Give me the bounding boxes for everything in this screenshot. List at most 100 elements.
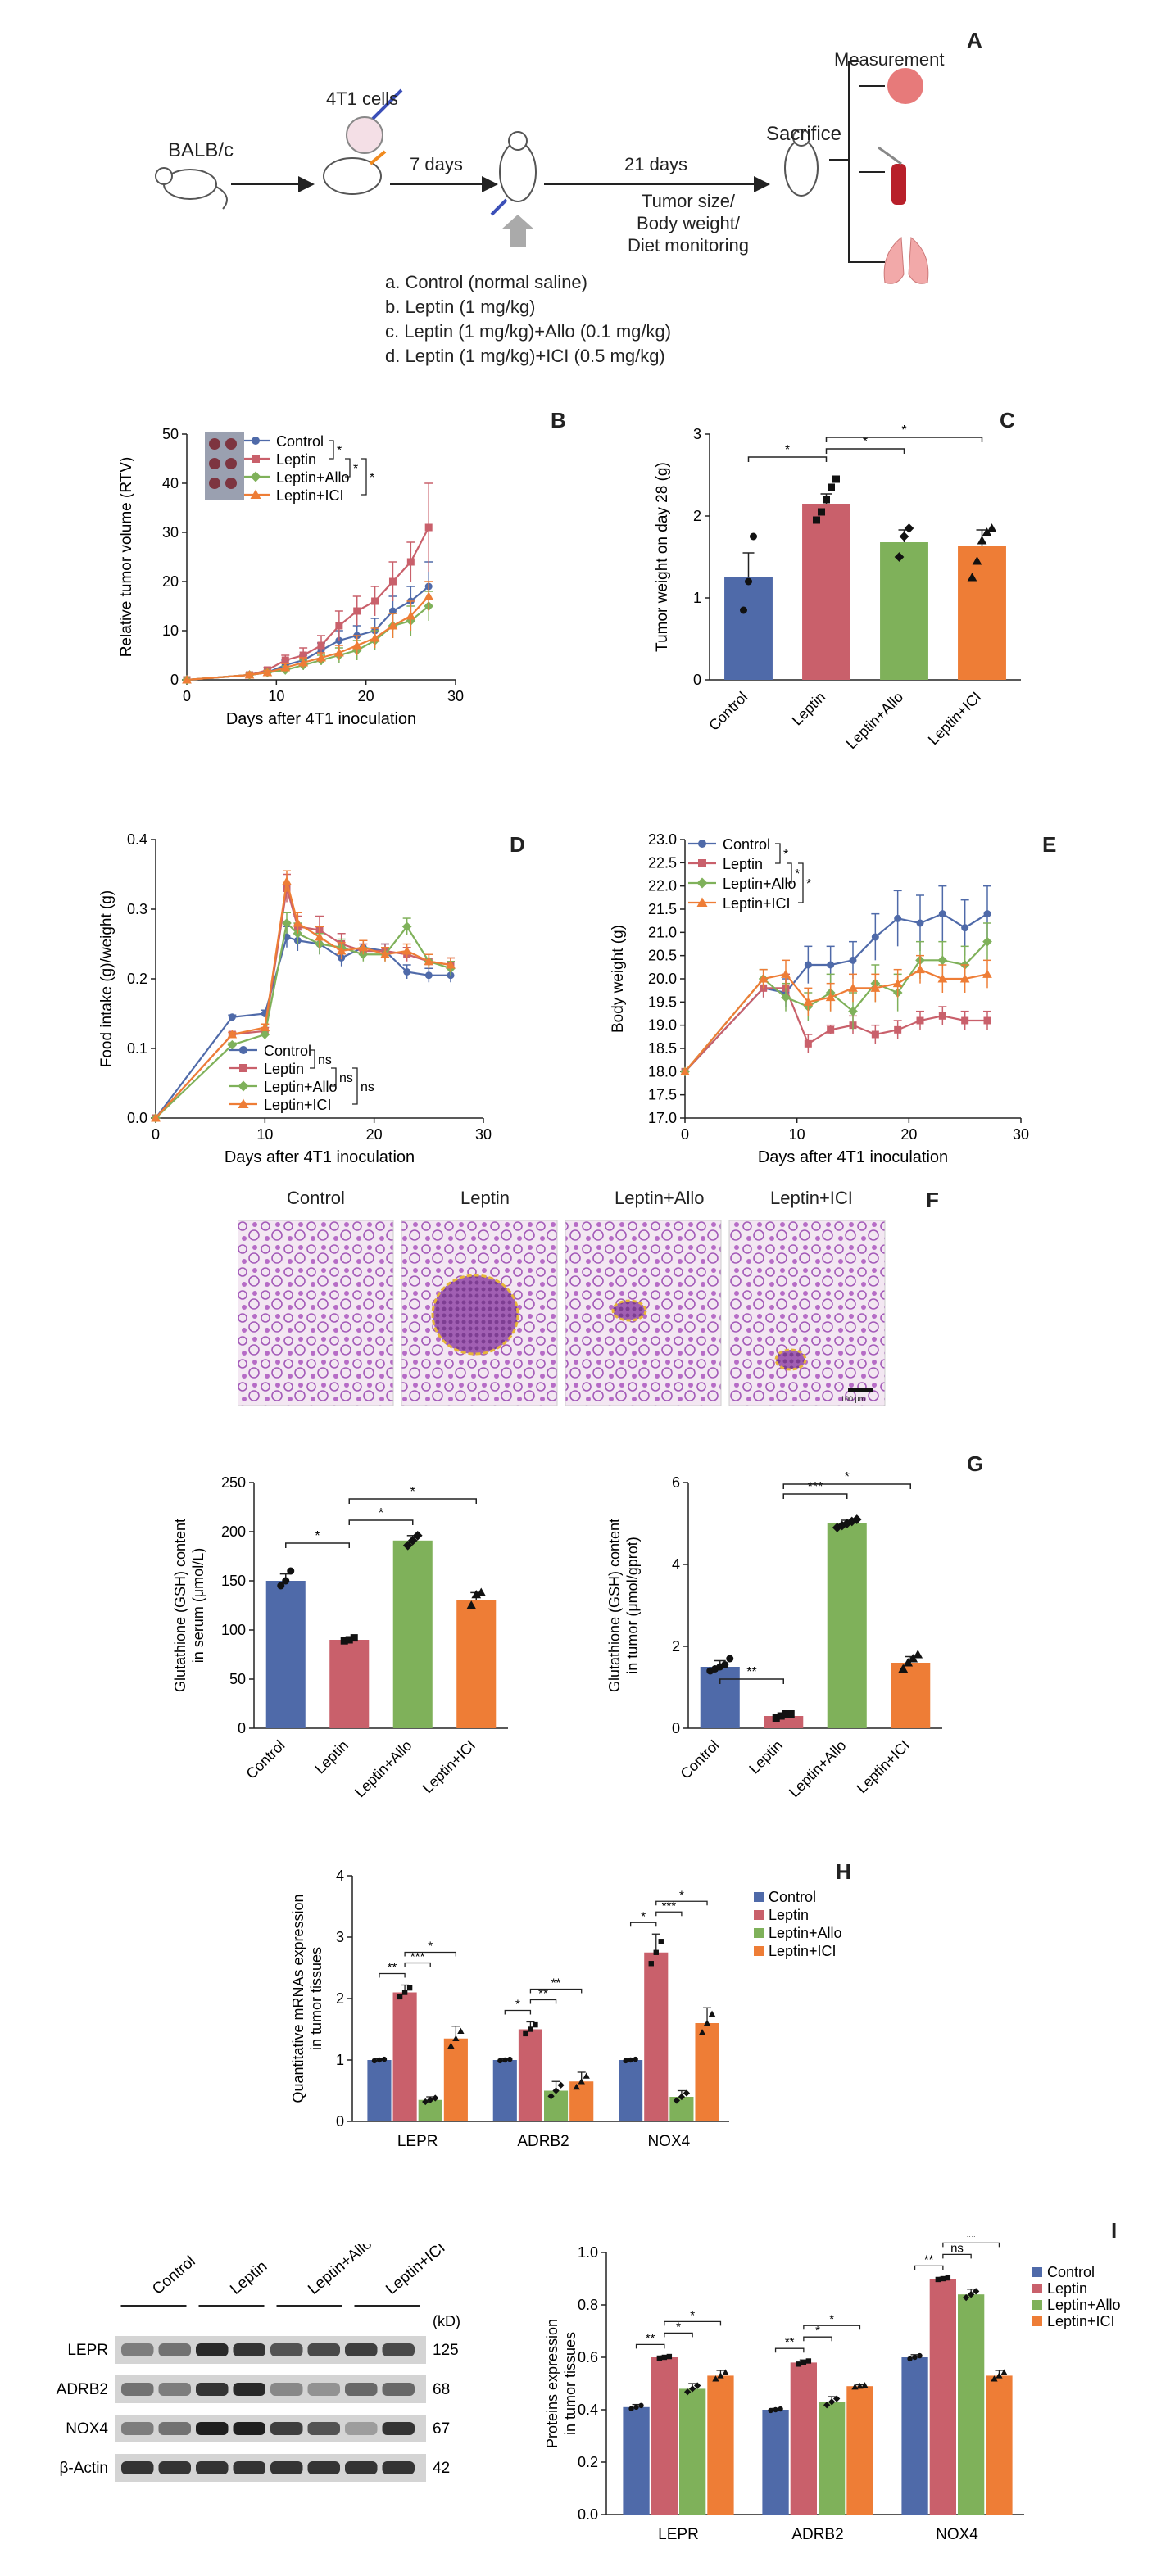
sig-label: ** <box>538 1987 548 2001</box>
data-point <box>825 992 836 1002</box>
blot-band <box>196 2383 229 2396</box>
series-line-leptin-allo <box>155 921 451 1119</box>
bar-nox4-leptin <box>644 1952 669 2121</box>
protein-label: NOX4 <box>66 2420 108 2438</box>
x-tick-label: 10 <box>256 1126 273 1143</box>
bar-leptin-allo <box>880 542 928 680</box>
bar-leptin-ici <box>456 1600 497 1728</box>
y-axis-label: Proteins expression <box>544 2319 560 2448</box>
data-point <box>962 2293 970 2302</box>
data-point <box>476 1587 487 1596</box>
bar-nox4-leptin-allo <box>669 2097 694 2121</box>
chart-i: 0.0 0.2 0.4 0.6 0.8 1.0 Proteins expression in … <box>533 2230 1139 2572</box>
data-point <box>871 1030 879 1039</box>
legend-label: Leptin+ICI <box>723 895 791 912</box>
data-point <box>371 597 379 605</box>
data-point <box>151 1113 161 1122</box>
data-point <box>628 2057 633 2063</box>
data-point <box>424 956 434 966</box>
data-point <box>758 974 769 983</box>
data-point <box>336 946 347 955</box>
y-axis-label: in tumor (μmol/gprot) <box>624 1537 641 1673</box>
data-point <box>904 523 914 533</box>
endpoint-label: Sacrifice <box>766 123 842 145</box>
y-axis-label: Tumor weight on day 28 (g) <box>654 462 671 652</box>
data-point <box>293 918 303 927</box>
data-point <box>813 516 820 524</box>
y-tick-label: 0.1 <box>127 1040 147 1057</box>
legend-marker <box>239 1064 247 1072</box>
data-point <box>972 2288 980 2295</box>
sig-bracket <box>825 448 905 454</box>
sig-label: * <box>676 2320 681 2334</box>
blot-band <box>233 2343 265 2356</box>
data-point <box>262 668 273 677</box>
blot-band <box>382 2383 415 2396</box>
chart-h: 0 1 2 3 4 Quantitative mRNAs expression in tum… <box>279 1867 901 2171</box>
y-axis-label: Food intake (g)/weight (g) <box>98 890 116 1068</box>
legend-swatch <box>754 1910 764 1920</box>
legend-label: Leptin+Allo <box>1047 2297 1121 2313</box>
bar-adrb2-leptin-allo <box>544 2090 569 2121</box>
data-point <box>666 2353 673 2360</box>
data-point <box>848 983 858 992</box>
panel-label: E <box>1042 832 1057 857</box>
x-tick-label: 30 <box>475 1126 492 1143</box>
data-point <box>282 1577 290 1585</box>
data-point <box>828 483 835 491</box>
blot-band <box>382 2343 415 2356</box>
blot-band <box>307 2383 340 2396</box>
kd-value: 68 <box>433 2381 450 2398</box>
tumor-photo-tumor <box>209 438 220 450</box>
legend-swatch <box>1032 2316 1042 2326</box>
series-line-control <box>155 935 451 1119</box>
bar-leptin-ici <box>891 1663 931 1728</box>
treated-mouse-icon <box>490 131 537 247</box>
data-point <box>945 2275 951 2281</box>
blot-band <box>196 2422 229 2435</box>
y-tick-label: 1 <box>336 2052 344 2068</box>
data-point <box>401 946 412 955</box>
sig-label: ** <box>966 2236 976 2243</box>
bar-lepr-control <box>367 2060 392 2121</box>
y-tick-label: 19.0 <box>648 1017 677 1034</box>
data-point <box>913 1650 923 1659</box>
blot-band <box>158 2422 191 2435</box>
data-point <box>967 2291 975 2298</box>
legend-label: Leptin+ICI <box>276 487 344 504</box>
data-point <box>848 1006 858 1016</box>
data-point <box>402 1540 413 1551</box>
data-point <box>317 641 325 650</box>
legend-marker <box>238 1080 249 1092</box>
blot-band <box>270 2383 303 2396</box>
data-point <box>227 1030 238 1039</box>
data-point <box>406 1985 413 1991</box>
data-point <box>703 2019 711 2026</box>
lung-icon <box>883 237 929 284</box>
histo-image-control <box>238 1220 394 1406</box>
metastasis-region <box>611 1299 647 1322</box>
data-point <box>628 2406 634 2411</box>
data-point <box>407 1535 418 1546</box>
data-point <box>961 1016 969 1025</box>
bar-lepr-leptin-ici <box>443 2038 468 2121</box>
blot-band <box>345 2343 378 2356</box>
data-point <box>457 2027 465 2034</box>
bar-adrb2-leptin-ici <box>569 2081 594 2121</box>
data-point <box>912 2354 918 2361</box>
sig-label: * <box>785 443 790 457</box>
data-point <box>726 1655 734 1663</box>
legend-label: Leptin+Allo <box>769 1925 842 1941</box>
y-tick-label: 17.0 <box>648 1110 677 1126</box>
monitoring-line: Diet monitoring <box>628 235 749 256</box>
sig-label: * <box>795 867 800 881</box>
x-tick-label: 0 <box>183 688 191 704</box>
legend-marker <box>252 437 260 445</box>
chart-i-svg: 0.0 0.2 0.4 0.6 0.8 1.0 Proteins expression in … <box>544 2230 1121 2543</box>
data-point <box>533 2021 538 2028</box>
legend-marker <box>696 897 708 907</box>
sig-bracket <box>348 1498 477 1504</box>
sig-label: * <box>901 423 906 437</box>
sig-bracket <box>803 2325 861 2330</box>
data-point <box>412 1530 423 1541</box>
